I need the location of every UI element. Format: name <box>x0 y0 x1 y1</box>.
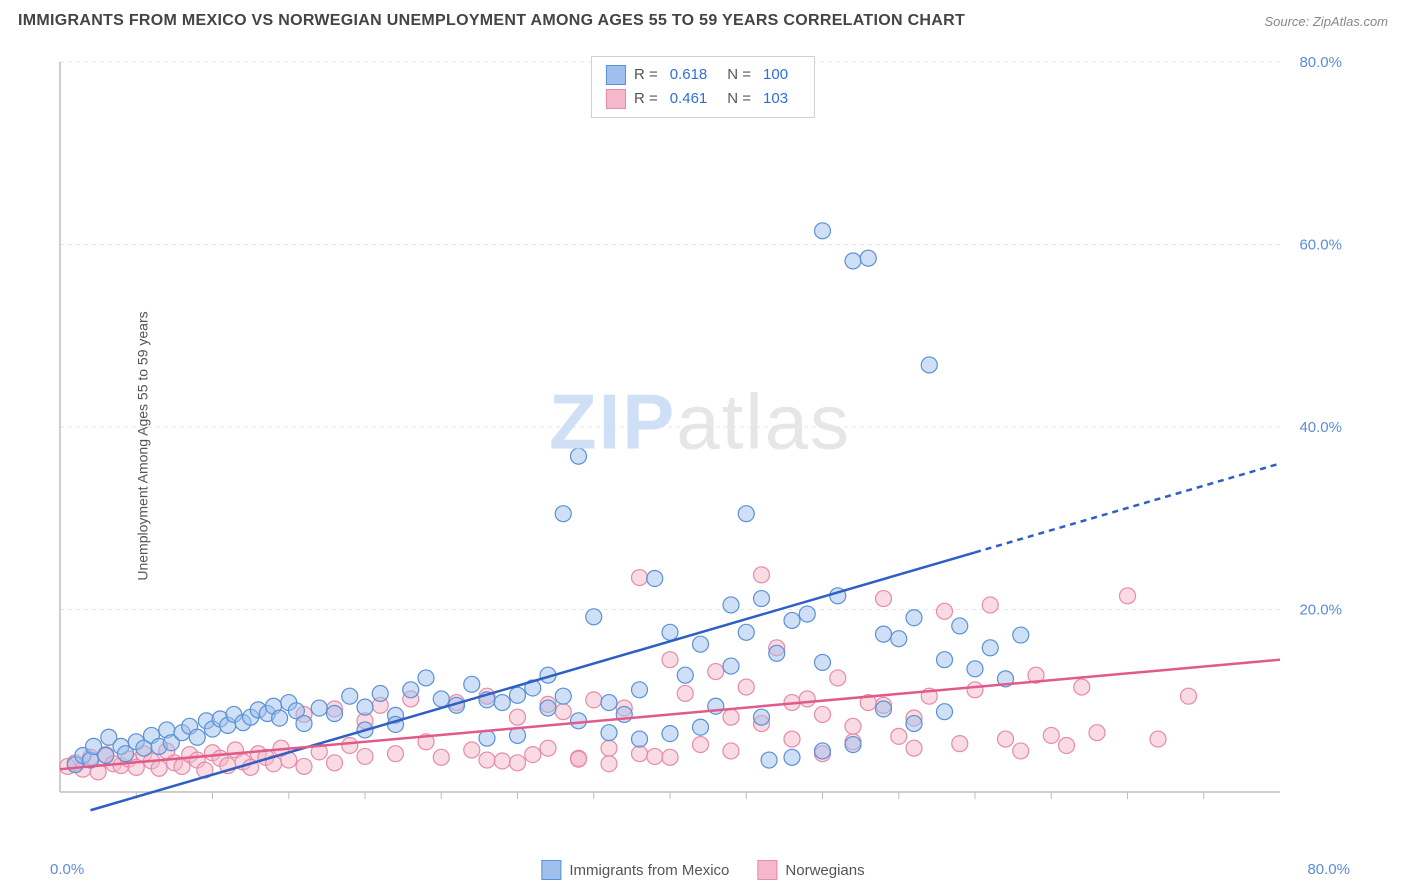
chart-header: IMMIGRANTS FROM MEXICO VS NORWEGIAN UNEM… <box>18 12 1388 30</box>
swatch-norwegians-bottom <box>757 860 777 880</box>
chart-area: 20.0%40.0%60.0%80.0% ZIPatlas <box>50 52 1350 822</box>
svg-text:60.0%: 60.0% <box>1299 237 1342 254</box>
r-value-mexico: 0.618 <box>670 63 708 87</box>
legend-row-mexico: R = 0.618 N = 100 <box>606 63 800 87</box>
svg-text:20.0%: 20.0% <box>1299 602 1342 619</box>
r-value-norwegians: 0.461 <box>670 87 708 111</box>
svg-text:40.0%: 40.0% <box>1299 419 1342 436</box>
swatch-norwegians <box>606 89 626 109</box>
chart-title: IMMIGRANTS FROM MEXICO VS NORWEGIAN UNEM… <box>18 12 965 30</box>
series-legend: Immigrants from Mexico Norwegians <box>541 860 864 880</box>
x-min-label: 0.0% <box>50 861 84 878</box>
legend-item-norwegians: Norwegians <box>757 860 864 880</box>
scatter-chart: 20.0% 40.0% 60.0% 80.0% <box>50 52 1350 822</box>
swatch-mexico-bottom <box>541 860 561 880</box>
legend-label-norwegians: Norwegians <box>785 862 864 879</box>
legend-label-mexico: Immigrants from Mexico <box>569 862 729 879</box>
legend-item-mexico: Immigrants from Mexico <box>541 860 729 880</box>
n-value-mexico: 100 <box>763 63 788 87</box>
legend-row-norwegians: R = 0.461 N = 103 <box>606 87 800 111</box>
svg-text:80.0%: 80.0% <box>1299 54 1342 71</box>
source-label: Source: ZipAtlas.com <box>1264 14 1388 29</box>
swatch-mexico <box>606 65 626 85</box>
x-max-label: 80.0% <box>1307 861 1350 878</box>
n-value-norwegians: 103 <box>763 87 788 111</box>
correlation-legend: R = 0.618 N = 100 R = 0.461 N = 103 <box>591 56 815 118</box>
